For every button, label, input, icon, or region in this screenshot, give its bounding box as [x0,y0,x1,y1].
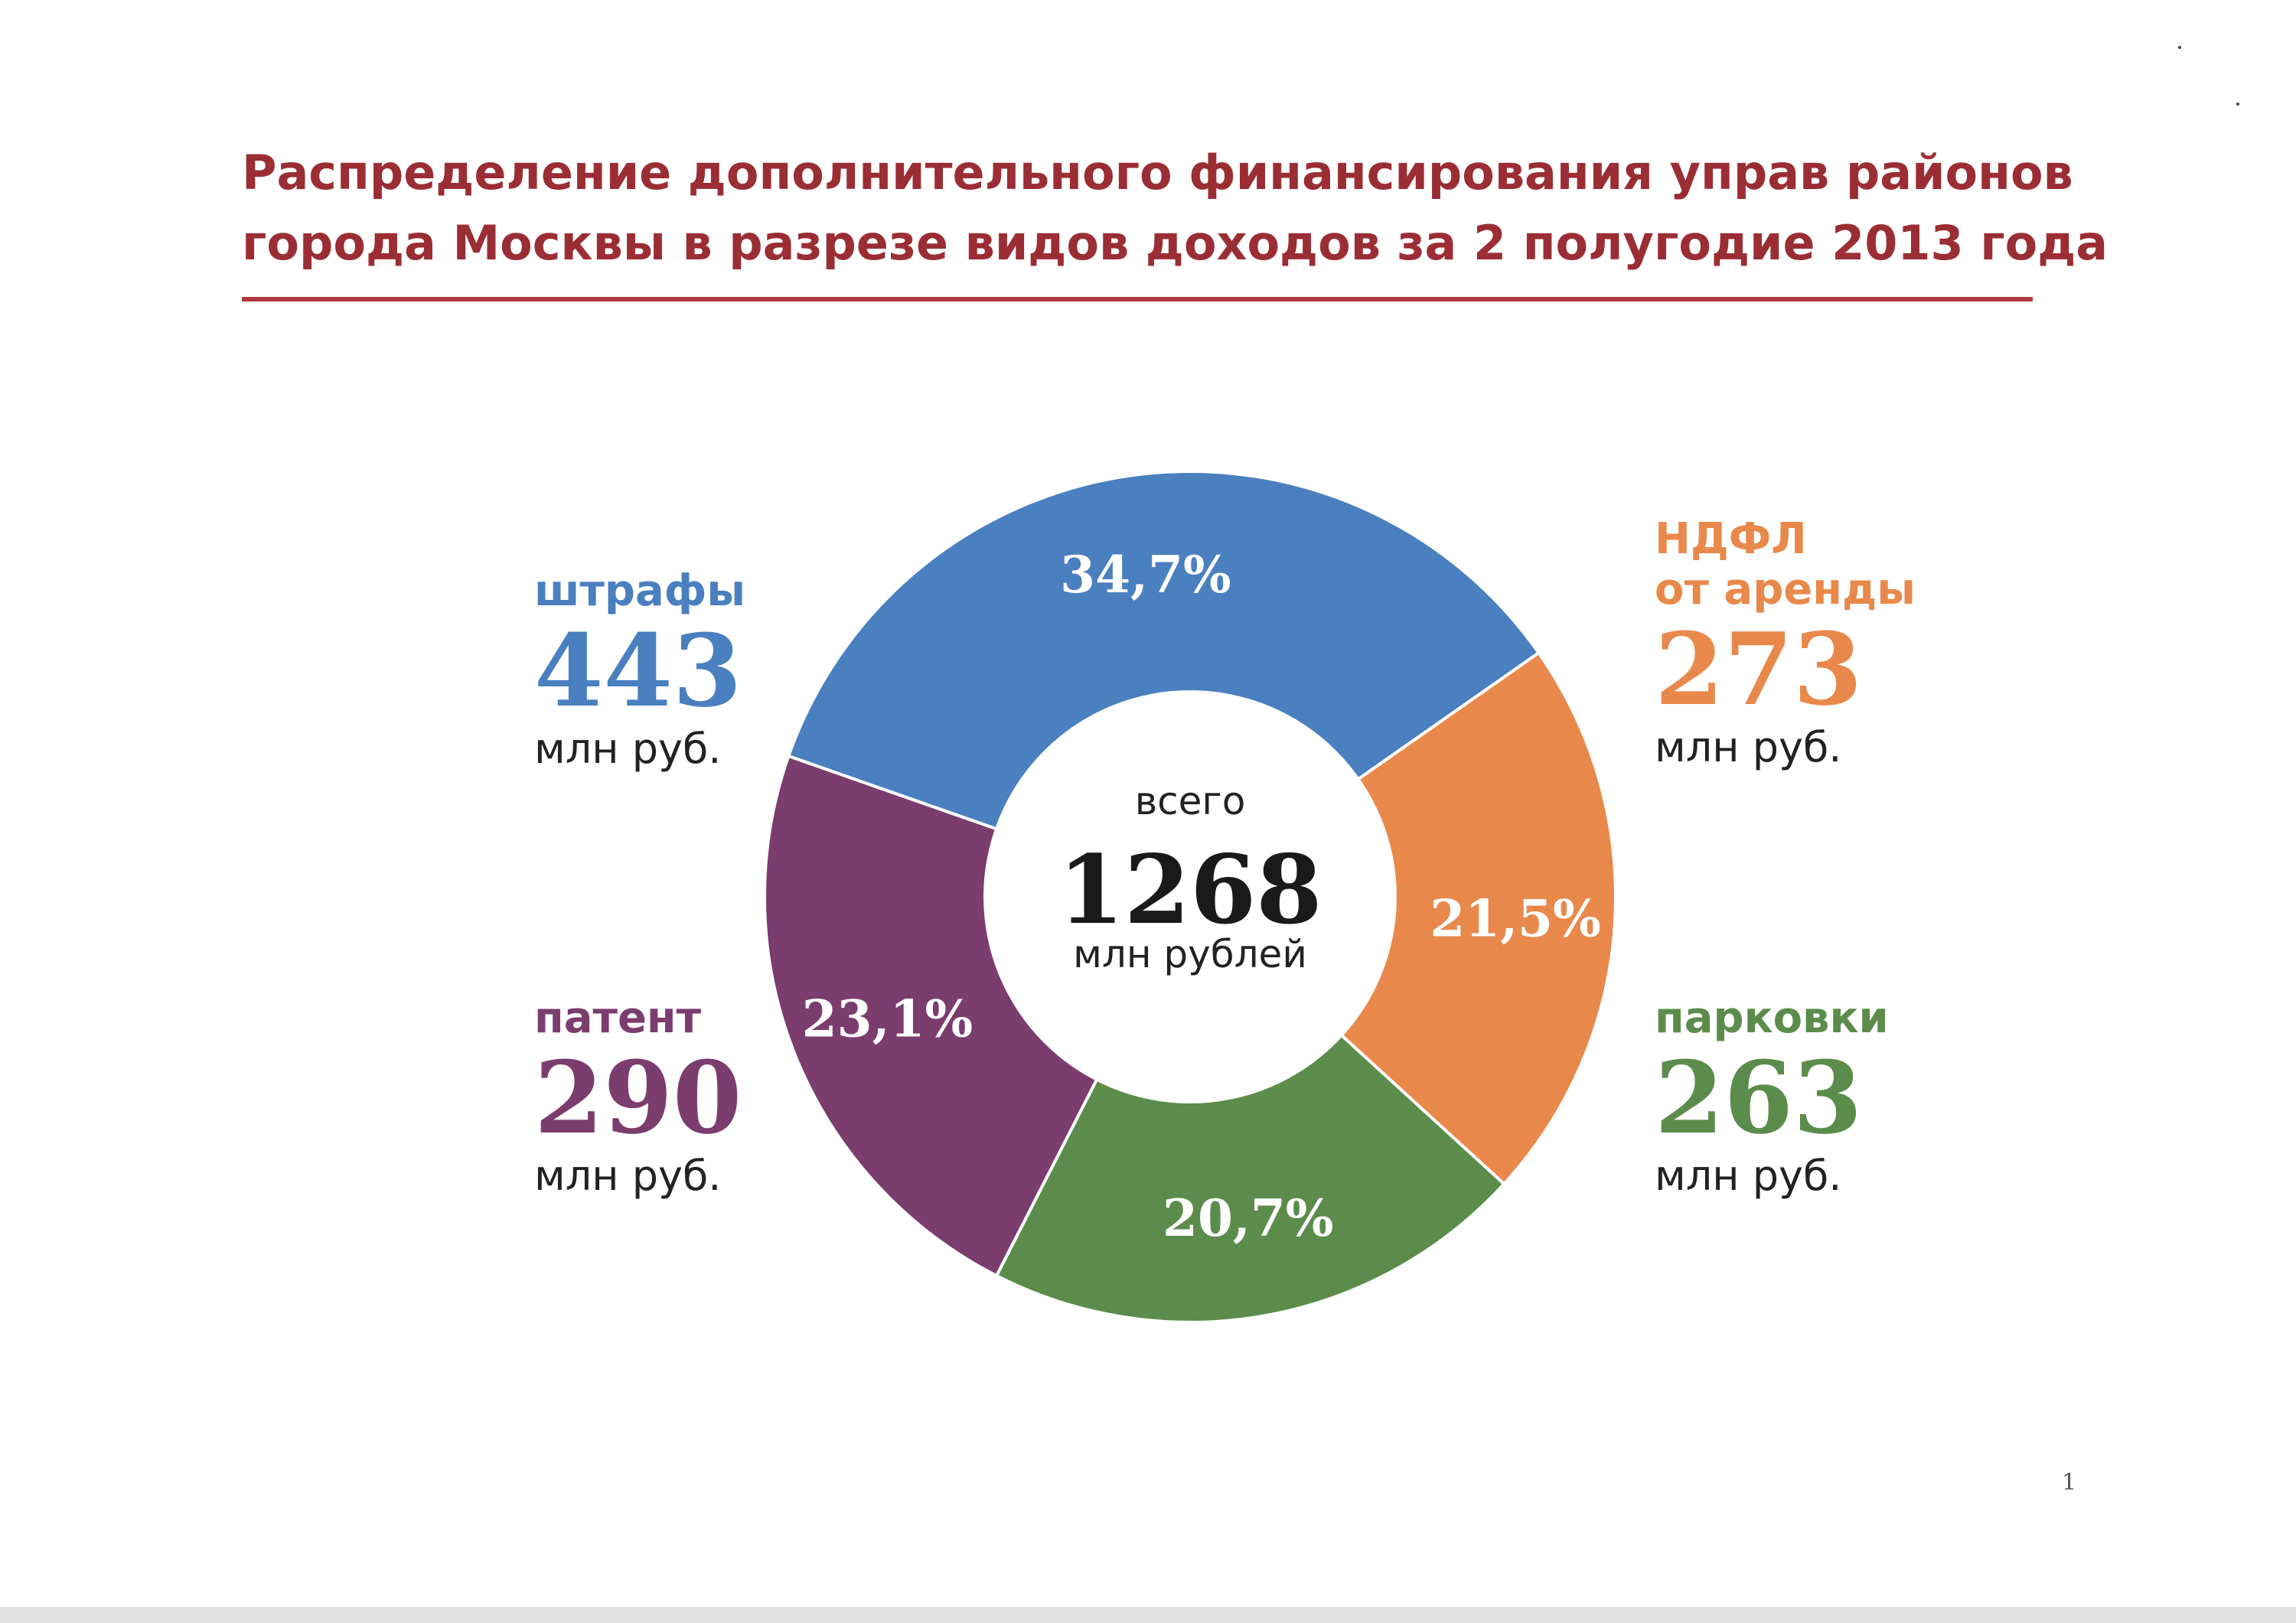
legend-parking: парковки 263 млн руб. [1655,993,2068,1200]
legend-fines-unit: млн руб. [534,725,722,773]
legend-ndfl-name-line-1: НДФЛ [1655,514,1807,564]
legend-ndfl-unit: млн руб. [1655,723,1842,771]
scan-speck [2178,46,2181,49]
slice-fines-percent-label: 34,7% [1060,545,1231,605]
page-number: 1 [2062,1469,2077,1496]
donut-percent-labels: 21,5% 20,7% 23,1% 34,7% [802,545,1601,1248]
legend-patent: патент 290 млн руб. [534,993,947,1200]
legend-parking-value: 263 [1655,1039,1863,1156]
title-underline [242,297,2033,301]
center-unit: млн рублей [1073,932,1307,976]
slice-parking [994,894,1507,1324]
page-bottom-edge [0,1607,2296,1623]
donut-hole [983,690,1397,1103]
legend-parking-name: парковки [1655,993,1889,1043]
legend-fines-name: штрафы [534,566,746,616]
slice-fines [786,470,1541,899]
chart-title: Распределение дополнительного финансиров… [242,138,2108,279]
center-caption: всего [1135,779,1246,823]
slice-ndfl [1187,650,1617,1187]
legend-fines-value: 443 [534,612,742,729]
legend-ndfl: НДФЛ от аренды 273 млн руб. [1655,514,2068,771]
legend-ndfl-name-line-2: от аренды [1655,565,1916,614]
center-total: 1268 [1058,835,1322,946]
chart-title-line-2: города Москвы в разрезе видов доходов за… [242,215,2108,271]
slice-parking-percent-label: 20,7% [1163,1188,1333,1248]
legend-patent-value: 290 [534,1039,742,1156]
legend-patent-name: патент [534,993,702,1043]
legend-patent-unit: млн руб. [534,1152,722,1200]
legend-parking-unit: млн руб. [1655,1152,1842,1200]
legend-ndfl-value: 273 [1655,611,1863,728]
scan-speck [2236,103,2239,106]
chart-title-line-1: Распределение дополнительного финансиров… [242,145,2073,200]
legend-fines: штрафы 443 млн руб. [534,566,947,773]
slice-ndfl-percent-label: 21,5% [1430,889,1600,949]
slice-patent-percent-label: 23,1% [802,989,973,1048]
